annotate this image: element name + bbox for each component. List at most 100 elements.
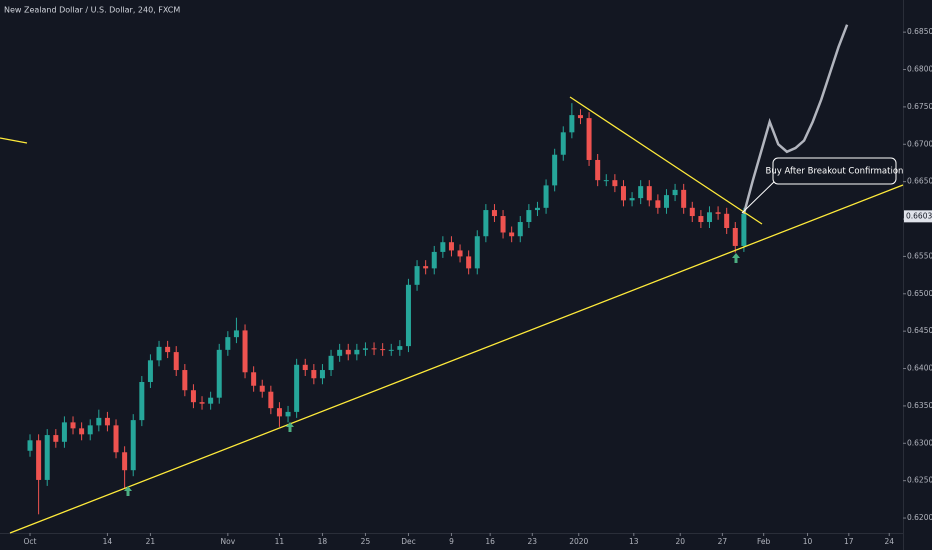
- candle-body: [715, 212, 721, 214]
- candle-body: [603, 180, 609, 182]
- x-tick-label: 16: [485, 537, 495, 546]
- candle-body: [655, 200, 661, 208]
- candle-body: [543, 185, 549, 208]
- candle-body: [242, 330, 248, 373]
- arrow-up: [124, 486, 132, 496]
- candle-body: [483, 210, 489, 237]
- candle-body: [165, 346, 171, 353]
- candle-body: [577, 115, 583, 119]
- candle-body: [139, 381, 145, 421]
- arrow-up: [286, 422, 294, 432]
- candle-body: [104, 417, 110, 426]
- x-tick-label: 10: [803, 537, 813, 546]
- candle-body: [431, 251, 437, 269]
- candle-body: [294, 364, 300, 412]
- arrow-up: [732, 253, 740, 263]
- candle-body: [405, 284, 411, 347]
- candle-body: [354, 349, 360, 355]
- x-tick-label: 13: [629, 537, 639, 546]
- candle-body: [53, 435, 59, 442]
- candle-body: [741, 213, 747, 246]
- candle-body: [414, 266, 420, 285]
- candle-body: [182, 370, 188, 391]
- candle-body: [208, 397, 214, 404]
- x-tick-label: Oct: [24, 537, 37, 546]
- candle-body: [251, 372, 257, 386]
- candle-body: [190, 390, 196, 403]
- x-tick-label: 24: [884, 537, 894, 546]
- candle-body: [79, 428, 85, 435]
- candle-body: [268, 391, 274, 409]
- candle-body: [311, 370, 317, 379]
- candle-body: [612, 180, 618, 187]
- candle-body: [620, 186, 626, 201]
- x-tick-label: 17: [844, 537, 854, 546]
- x-tick-label: 18: [318, 537, 328, 546]
- x-tick-label: 20: [675, 537, 685, 546]
- candle-body: [87, 425, 93, 435]
- candle-body: [448, 242, 454, 251]
- support-trendline: [9, 184, 904, 534]
- x-tick-label: 9: [449, 537, 454, 546]
- candle-body: [96, 417, 102, 426]
- x-tick-label: Nov: [221, 537, 236, 546]
- candle-body: [526, 210, 532, 223]
- price-marker-label: 0.66036: [906, 211, 932, 220]
- candle-body: [552, 154, 558, 186]
- candle-body: [61, 422, 67, 442]
- callout-text: Buy After Breakout Confirmation: [766, 167, 904, 177]
- x-tick-label: 2020: [569, 537, 588, 546]
- candle-body: [397, 346, 403, 350]
- candle-body: [698, 216, 704, 223]
- candle-body: [491, 210, 497, 217]
- candle-body: [285, 411, 291, 417]
- candle-body: [689, 207, 695, 217]
- candle-body: [147, 360, 153, 382]
- x-tick-label: Dec: [401, 537, 416, 546]
- price-marker: [904, 210, 932, 223]
- x-tick-label: 25: [361, 537, 371, 546]
- candle-body: [560, 132, 566, 155]
- candle-body: [466, 256, 472, 269]
- x-tick-label: 21: [146, 537, 156, 546]
- candle-body: [233, 330, 239, 338]
- candle-body: [663, 195, 669, 208]
- candle-body: [199, 402, 205, 404]
- candle-body: [371, 348, 377, 350]
- candle-body: [302, 364, 308, 371]
- x-tick-label: Feb: [757, 537, 771, 546]
- callout-box: [772, 157, 897, 185]
- trendline-fragment: [0, 137, 28, 144]
- candle-body: [44, 435, 50, 480]
- candle-body: [732, 228, 738, 246]
- plot: [27, 24, 849, 515]
- candle-body: [337, 349, 343, 356]
- candle-body: [569, 115, 575, 133]
- candle-body: [517, 222, 523, 237]
- x-tick-label: 14: [103, 537, 113, 546]
- candle-body: [500, 216, 506, 233]
- candle-body: [440, 242, 446, 252]
- candle-body: [328, 355, 334, 371]
- candle-body: [474, 236, 480, 269]
- candle-body: [362, 348, 368, 350]
- candle-body: [724, 213, 730, 229]
- candle-body: [259, 385, 265, 392]
- y-tick-label: 0.68500: [907, 27, 932, 36]
- candle-body: [156, 346, 162, 361]
- candle-body: [225, 337, 231, 350]
- candle-body: [423, 266, 429, 269]
- candle-body: [457, 250, 463, 257]
- candle-body: [595, 159, 601, 181]
- candle-body: [681, 189, 687, 208]
